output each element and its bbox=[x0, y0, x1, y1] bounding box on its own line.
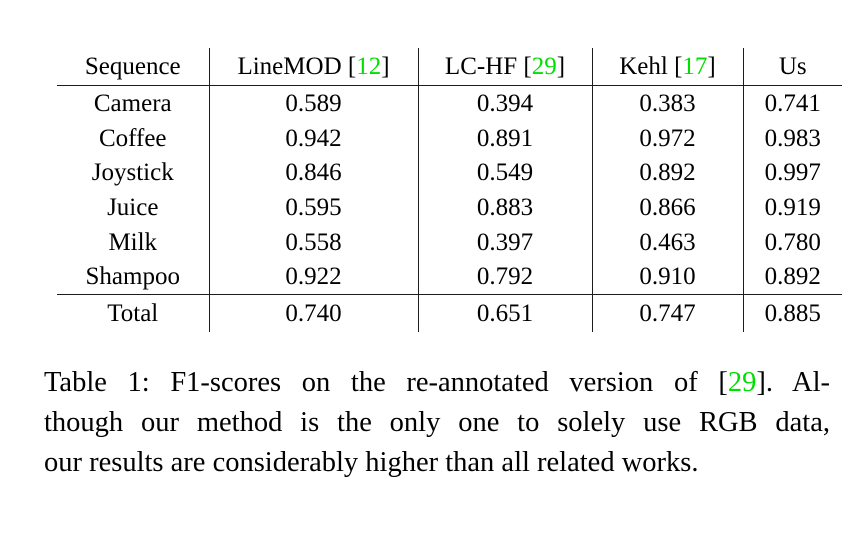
citation-bracket: [ bbox=[667, 53, 683, 80]
value-cell: 0.589 bbox=[208, 85, 418, 121]
table-row: Shampoo 0.922 0.792 0.910 0.892 bbox=[57, 259, 842, 295]
value-cell: 0.919 bbox=[742, 190, 842, 225]
value-cell: 0.885 bbox=[742, 294, 842, 333]
value-cell: 0.741 bbox=[742, 85, 842, 121]
citation-link[interactable]: 12 bbox=[356, 53, 382, 80]
table-row: Coffee 0.942 0.891 0.972 0.983 bbox=[57, 120, 842, 156]
sequence-cell: Juice bbox=[107, 193, 159, 221]
method-name: Kehl bbox=[619, 53, 668, 80]
value-cell: 0.997 bbox=[742, 155, 842, 191]
table-total-row: Total 0.740 0.651 0.747 0.885 bbox=[57, 294, 842, 333]
table-row: Joystick 0.846 0.549 0.892 0.997 bbox=[57, 155, 842, 191]
value-cell: 0.651 bbox=[417, 294, 592, 333]
column-header-kehl: Kehl [17] bbox=[591, 48, 743, 86]
citation-link[interactable]: 29 bbox=[727, 367, 757, 399]
citation-bracket: [ bbox=[517, 53, 532, 80]
value-cell: 0.942 bbox=[208, 120, 418, 156]
table-row: Milk 0.558 0.397 0.463 0.780 bbox=[57, 224, 842, 260]
citation-bracket: ] bbox=[756, 367, 766, 399]
table-row: Camera 0.589 0.394 0.383 0.741 bbox=[57, 85, 842, 121]
value-cell: 0.892 bbox=[591, 155, 743, 191]
value-cell: 0.383 bbox=[591, 85, 743, 121]
caption-line-3: our results are considerably higher than… bbox=[44, 447, 699, 479]
value-cell: 0.892 bbox=[742, 259, 842, 295]
f1-scores-table: Sequence LineMOD [12] LC-HF [29] Kehl [1… bbox=[57, 48, 842, 333]
column-header-lchf: LC-HF [29] bbox=[417, 48, 592, 86]
table-header-row: Sequence LineMOD [12] LC-HF [29] Kehl [1… bbox=[57, 48, 842, 86]
citation-link[interactable]: 17 bbox=[682, 53, 708, 80]
value-cell: 0.394 bbox=[417, 85, 592, 121]
value-cell: 0.910 bbox=[591, 259, 743, 295]
table-row: Juice 0.595 0.883 0.866 0.919 bbox=[57, 190, 842, 225]
value-cell: 0.792 bbox=[417, 259, 592, 295]
method-name: LineMOD bbox=[237, 53, 342, 80]
value-cell: 0.983 bbox=[742, 120, 842, 156]
sequence-cell: Milk bbox=[108, 228, 158, 256]
value-cell: 0.595 bbox=[208, 190, 418, 225]
table-caption: Table 1: F1-scores on the re-annotated v… bbox=[44, 363, 830, 483]
sequence-cell: Total bbox=[57, 294, 209, 333]
caption-line-1: Table 1: F1-scores on the re-annotated v… bbox=[44, 363, 830, 403]
caption-text: Table 1: F1-scores on the re-annotated v… bbox=[44, 367, 719, 399]
value-cell: 0.747 bbox=[591, 294, 743, 333]
citation-link[interactable]: 29 bbox=[531, 53, 557, 80]
value-cell: 0.463 bbox=[591, 224, 743, 260]
value-cell: 0.846 bbox=[208, 155, 418, 191]
value-cell: 0.883 bbox=[417, 190, 592, 225]
sequence-cell: Camera bbox=[93, 89, 172, 117]
citation-bracket: ] bbox=[556, 53, 566, 80]
value-cell: 0.397 bbox=[417, 224, 592, 260]
citation-bracket: ] bbox=[707, 53, 716, 80]
citation-bracket: [ bbox=[341, 53, 357, 80]
value-cell: 0.972 bbox=[591, 120, 743, 156]
column-header-linemod: LineMOD [12] bbox=[208, 48, 418, 86]
column-header-sequence: Sequence bbox=[57, 48, 209, 86]
caption-text: . Al- bbox=[765, 367, 830, 399]
sequence-cell: Shampoo bbox=[85, 263, 180, 291]
caption-line-2: though our method is the only one to sol… bbox=[44, 407, 830, 439]
value-cell: 0.780 bbox=[742, 224, 842, 260]
value-cell: 0.922 bbox=[208, 259, 418, 295]
sequence-cell: Joystick bbox=[91, 159, 174, 187]
citation-bracket: ] bbox=[381, 53, 390, 80]
method-name: LC-HF bbox=[444, 53, 518, 80]
value-cell: 0.866 bbox=[591, 190, 743, 225]
value-cell: 0.891 bbox=[417, 120, 592, 156]
sequence-cell: Coffee bbox=[98, 124, 167, 152]
value-cell: 0.549 bbox=[417, 155, 592, 191]
column-header-us: Us bbox=[742, 48, 842, 86]
value-cell: 0.558 bbox=[208, 224, 418, 260]
value-cell: 0.740 bbox=[208, 294, 418, 333]
citation-bracket: [ bbox=[718, 367, 728, 399]
